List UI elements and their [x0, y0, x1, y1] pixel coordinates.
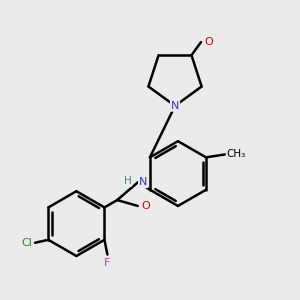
Text: N: N — [171, 101, 179, 111]
Text: Cl: Cl — [21, 238, 32, 248]
Text: O: O — [205, 37, 214, 47]
Text: N: N — [139, 177, 147, 188]
Text: CH₃: CH₃ — [227, 149, 246, 159]
Text: H: H — [124, 176, 131, 186]
Text: O: O — [142, 201, 150, 211]
Text: F: F — [104, 258, 111, 268]
